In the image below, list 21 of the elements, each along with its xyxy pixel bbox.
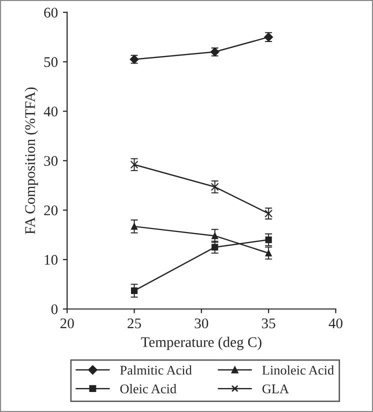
x-tick-label: 20 — [60, 318, 74, 328]
y-tick-label: 0 — [51, 304, 58, 314]
y-tick-label: 30 — [44, 156, 58, 166]
x-tick-label: 30 — [194, 318, 208, 328]
legend-label: Palmitic Acid — [120, 365, 192, 375]
y-tick-label: 40 — [44, 106, 58, 116]
point — [264, 210, 273, 218]
legend-label: Oleic Acid — [120, 384, 176, 394]
legend-label: Linoleic Acid — [262, 365, 334, 375]
y-tick-label: 60 — [44, 8, 58, 18]
point — [130, 160, 138, 169]
x-tick-label: 40 — [328, 318, 342, 328]
legend-label: GLA — [262, 384, 289, 394]
point — [210, 182, 219, 191]
x-axis-title: Temperature (deg C) — [141, 336, 262, 350]
y-axis-title: FA Composition (%TFA) — [24, 87, 38, 234]
y-tick-label: 50 — [44, 57, 58, 68]
y-tick-label: 20 — [44, 205, 58, 216]
x-tick-label: 25 — [128, 318, 141, 328]
x-tick-label: 35 — [262, 318, 276, 328]
y-tick-label: 10 — [44, 254, 58, 265]
